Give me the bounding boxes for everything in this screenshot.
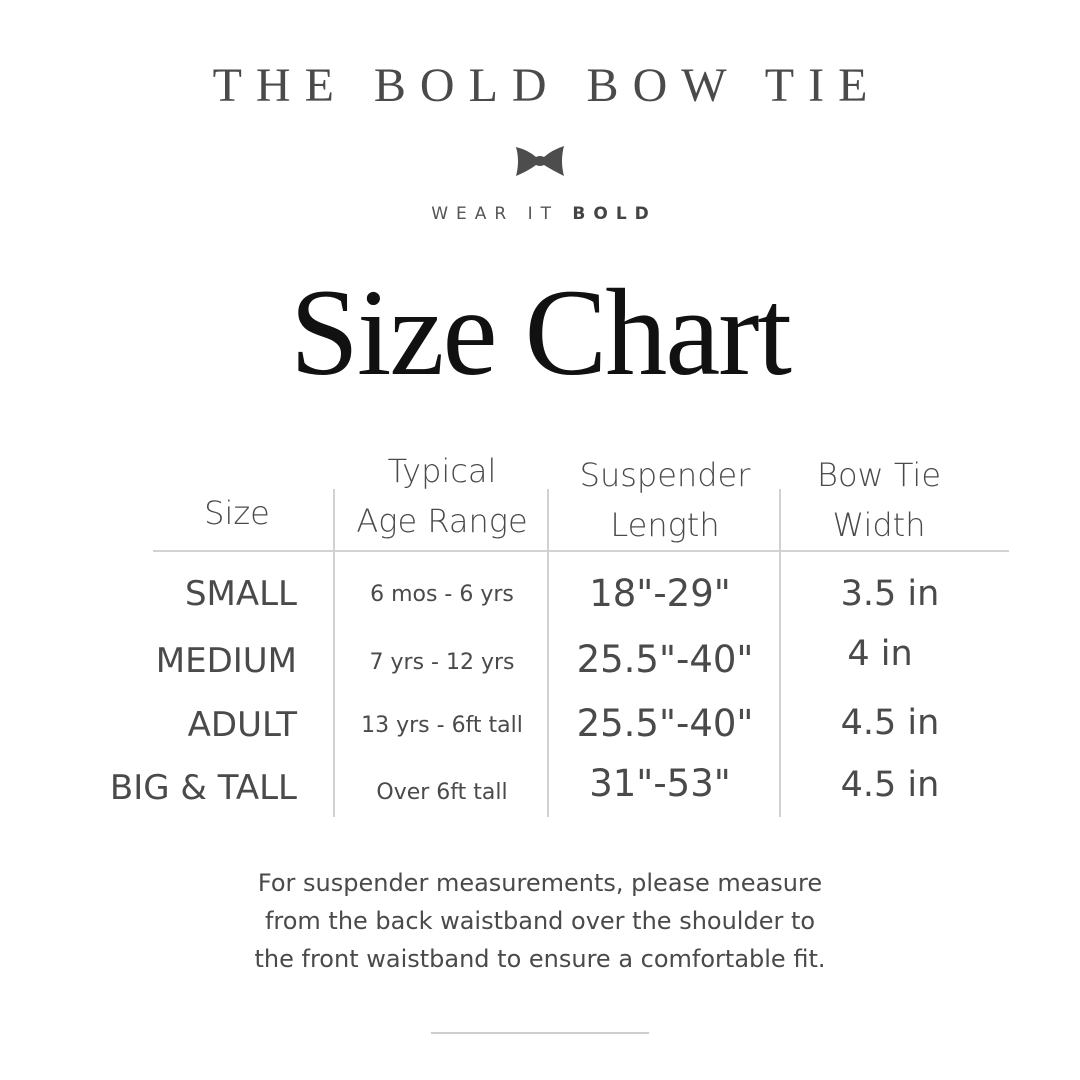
row-width: 4.5 in bbox=[840, 703, 940, 743]
column-divider bbox=[547, 489, 549, 817]
row-size: BIG & TALL bbox=[109, 768, 297, 808]
row-age: 7 yrs - 12 yrs bbox=[369, 650, 515, 675]
column-divider bbox=[333, 489, 335, 817]
row-length: 25.5"-40" bbox=[576, 638, 754, 681]
measurement-note: For suspender measurements, please measu… bbox=[0, 864, 1080, 978]
header-divider bbox=[153, 550, 1009, 552]
row-length: 18"-29" bbox=[589, 572, 731, 615]
note-line: from the back waistband over the shoulde… bbox=[264, 907, 816, 935]
tagline-bold: BOLD bbox=[572, 204, 657, 224]
header-bow-tie-width: Bow Tie Width bbox=[816, 456, 941, 544]
row-age: 6 mos - 6 yrs bbox=[370, 582, 514, 607]
row-width: 3.5 in bbox=[840, 574, 940, 614]
row-size: ADULT bbox=[187, 705, 297, 745]
header-age-range: Typical Age Range bbox=[356, 452, 528, 540]
brand-name: THE BOLD BOW TIE bbox=[212, 59, 882, 112]
row-length: 25.5"-40" bbox=[576, 702, 754, 745]
header-suspender-length: Suspender Length bbox=[579, 456, 751, 544]
row-size: MEDIUM bbox=[155, 641, 297, 681]
column-divider bbox=[779, 489, 781, 817]
tagline: WEAR IT BOLD bbox=[0, 204, 1080, 224]
page-title: Size Chart bbox=[290, 264, 792, 401]
row-width: 4 in bbox=[847, 634, 913, 674]
row-width: 4.5 in bbox=[840, 765, 940, 805]
header-size: Size bbox=[204, 494, 270, 532]
row-length: 31"-53" bbox=[589, 762, 731, 805]
row-age: 13 yrs - 6ft tall bbox=[361, 713, 523, 738]
note-line: the front waistband to ensure a comforta… bbox=[254, 945, 826, 973]
row-size: SMALL bbox=[184, 574, 297, 614]
row-age: Over 6ft tall bbox=[376, 780, 508, 805]
bow-tie-icon bbox=[516, 146, 564, 176]
footer-divider bbox=[431, 1032, 649, 1034]
tagline-light: WEAR IT bbox=[431, 204, 560, 224]
note-line: For suspender measurements, please measu… bbox=[257, 869, 823, 897]
